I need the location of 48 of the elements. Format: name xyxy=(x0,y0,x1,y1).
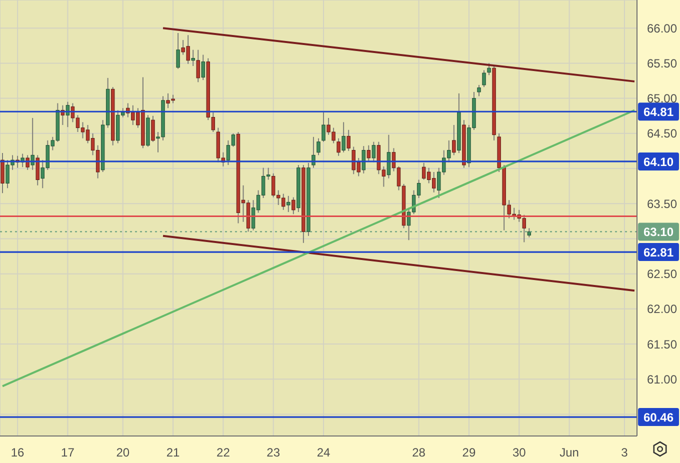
candlestick xyxy=(176,32,180,70)
x-tick-label: 24 xyxy=(316,446,331,460)
x-tick-label: 23 xyxy=(266,446,280,460)
y-tick-label: 64.50 xyxy=(647,126,678,141)
candlestick xyxy=(336,138,340,156)
x-tick-label: Jun xyxy=(560,446,579,460)
candlestick xyxy=(482,70,486,88)
candlestick xyxy=(191,49,195,66)
x-tick-label: 20 xyxy=(116,446,130,460)
x-tick-label: 16 xyxy=(10,446,25,460)
ref-line-label: 64.10 xyxy=(643,154,674,169)
candlestick xyxy=(362,146,366,174)
candlestick xyxy=(527,228,532,238)
y-tick-label: 61.00 xyxy=(647,372,678,386)
candlestick xyxy=(316,138,320,156)
candlestick xyxy=(196,49,200,83)
candlestick xyxy=(322,112,326,142)
ref-line-label: 62.81 xyxy=(643,245,674,260)
y-tick-label: 66.00 xyxy=(647,21,678,36)
x-tick-label: 29 xyxy=(462,446,476,460)
y-tick-label: 63.50 xyxy=(647,196,678,211)
candlestick xyxy=(151,115,155,142)
y-tick-label: 62.00 xyxy=(647,302,678,316)
candlestick xyxy=(487,62,491,76)
y-tick-label: 62.50 xyxy=(647,267,678,282)
x-tick-label: 28 xyxy=(412,446,426,460)
candlestick xyxy=(477,84,481,97)
candlestick xyxy=(366,144,370,162)
y-tick-label: 61.50 xyxy=(647,337,678,352)
ref-line-label: 60.46 xyxy=(643,410,674,424)
x-tick-label: 21 xyxy=(166,446,180,460)
candlestick xyxy=(201,54,205,81)
candlestick xyxy=(292,196,296,215)
y-tick-label: 65.00 xyxy=(647,92,678,106)
candlestick xyxy=(372,141,376,163)
y-tick-label: 65.50 xyxy=(647,56,678,70)
x-tick-label: 22 xyxy=(216,446,230,460)
candlestick xyxy=(36,154,40,186)
ref-line-label: 64.81 xyxy=(643,104,674,119)
candlestick xyxy=(0,152,4,194)
ref-line-label: 63.10 xyxy=(643,225,674,240)
x-tick-label: 3 xyxy=(621,446,628,460)
x-tick-label: 17 xyxy=(61,446,75,460)
candlestick xyxy=(452,124,456,156)
candlestick xyxy=(346,129,350,152)
x-tick-label: 30 xyxy=(512,446,526,460)
candlestick xyxy=(342,122,346,153)
candlestick xyxy=(286,195,290,213)
